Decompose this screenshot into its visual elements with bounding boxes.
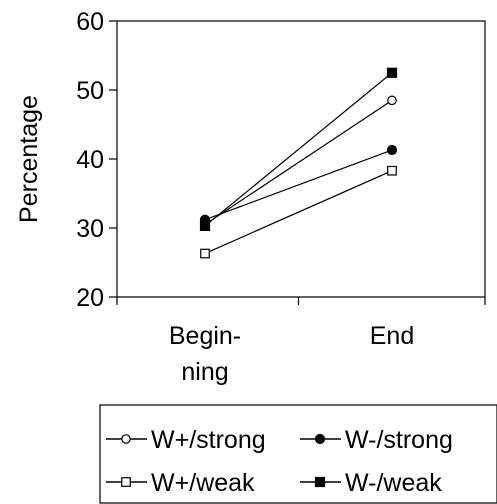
legend-marker [121, 477, 131, 487]
legend: W+/strong W-/strong W+/weak W-/weak [106, 426, 453, 497]
data-point [199, 220, 211, 232]
y-tick-label: 50 [76, 77, 104, 105]
legend-box [99, 404, 497, 504]
data-point [387, 95, 397, 106]
legend-item: W+/strong [106, 426, 266, 454]
x-tick-label: Begin-ning [169, 322, 241, 386]
legend-label: W+/weak [151, 469, 255, 497]
x-tick-label: End [370, 322, 414, 350]
data-point [387, 165, 397, 176]
series-line-0 [204, 99, 393, 226]
y-tick-label: 60 [76, 8, 104, 36]
series-line-2 [204, 170, 393, 255]
data-point [386, 67, 398, 78]
y-axis: 20 30 40 50 60 [76, 8, 117, 312]
legend-label: W-/strong [345, 426, 453, 454]
legend-label: W+/strong [151, 426, 266, 454]
legend-item: W-/strong [300, 426, 453, 454]
legend-marker [314, 476, 326, 488]
series-line-1 [204, 149, 393, 221]
series-line-3 [204, 72, 393, 227]
legend-label: W-/weak [345, 469, 442, 497]
data-point [386, 144, 398, 156]
y-axis-label: Percentage [15, 95, 43, 223]
y-tick-label: 30 [76, 215, 104, 243]
x-axis: Begin-ning End [116, 297, 486, 386]
plot-area [116, 20, 486, 298]
legend-item: W-/weak [300, 469, 442, 497]
data-point [200, 248, 210, 259]
series-markers [199, 67, 398, 259]
y-tick-label: 20 [76, 284, 104, 312]
y-tick-label: 40 [76, 146, 104, 174]
legend-item: W+/weak [106, 469, 255, 497]
legend-marker [314, 433, 326, 445]
series-lines [204, 72, 393, 255]
legend-marker [121, 434, 131, 444]
